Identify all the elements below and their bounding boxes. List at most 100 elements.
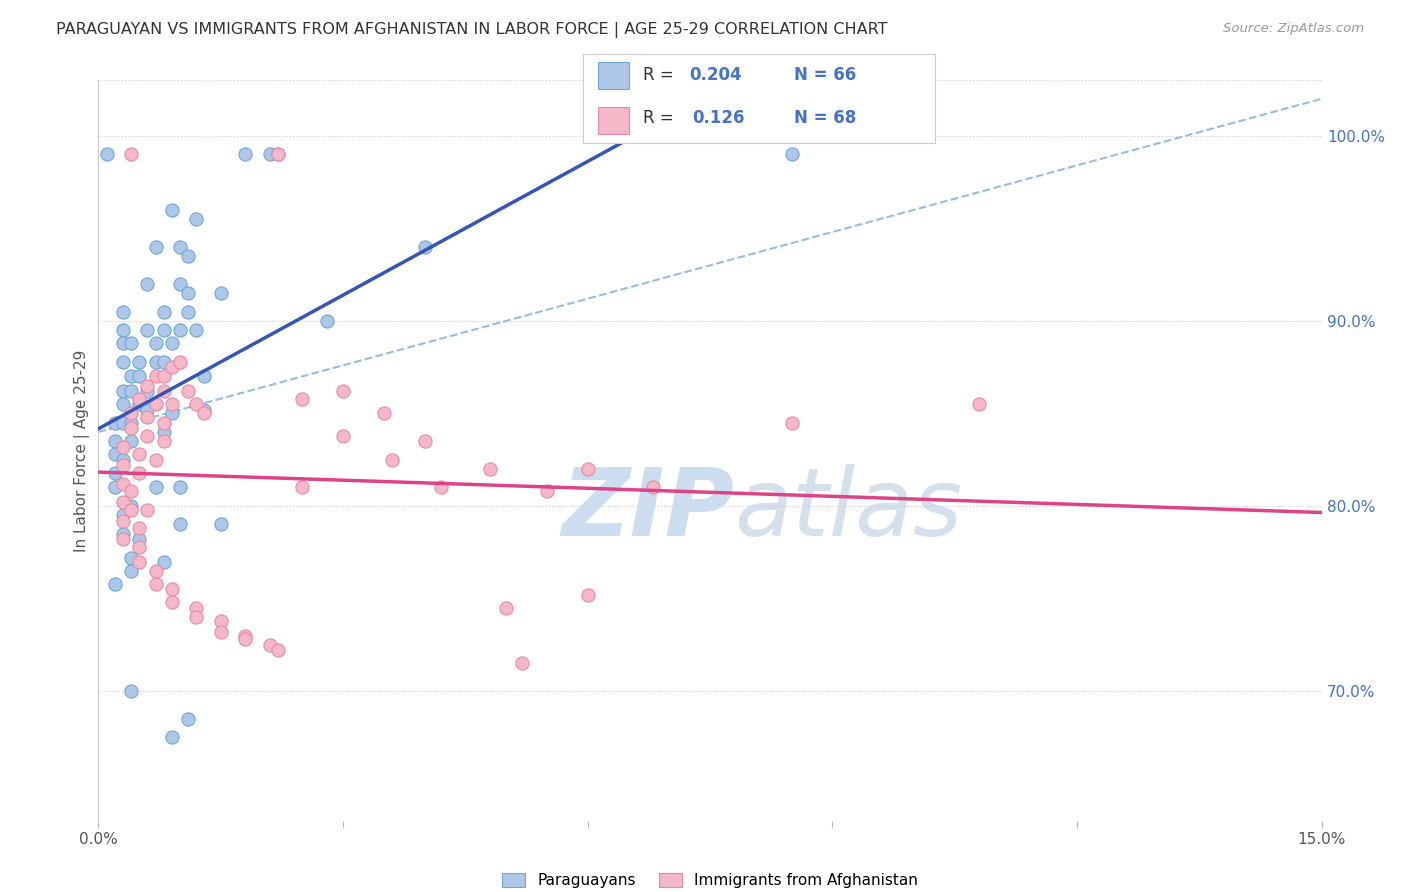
Point [145, 564, 167, 578]
Point [111, 526, 134, 541]
Point [169, 277, 191, 291]
Point [193, 402, 215, 417]
Point [120, 407, 142, 421]
Point [413, 434, 436, 449]
Point [177, 286, 200, 301]
Point [136, 428, 159, 442]
Point [160, 202, 183, 217]
Point [104, 481, 127, 495]
Point [128, 354, 150, 368]
Point [576, 462, 599, 476]
Point [111, 397, 134, 411]
Point [315, 314, 337, 328]
Point [128, 533, 150, 547]
Point [160, 595, 183, 609]
Point [160, 407, 183, 421]
Point [136, 402, 159, 417]
Point [145, 452, 167, 467]
Point [259, 638, 281, 652]
Point [413, 240, 436, 254]
Point [120, 484, 142, 499]
Point [186, 610, 208, 624]
Point [104, 447, 127, 461]
Point [152, 434, 174, 449]
Point [111, 323, 134, 337]
Point [120, 421, 142, 435]
Point [186, 323, 208, 337]
Point [136, 323, 159, 337]
Point [641, 481, 664, 495]
Point [209, 614, 232, 628]
Point [512, 657, 534, 671]
Point [136, 410, 159, 425]
Point [967, 397, 990, 411]
Text: R =: R = [644, 109, 685, 127]
Point [111, 508, 134, 523]
Point [233, 147, 256, 161]
Point [128, 555, 150, 569]
Point [120, 147, 142, 161]
Point [145, 369, 167, 384]
Point [145, 354, 167, 368]
Point [780, 416, 803, 430]
Text: Source: ZipAtlas.com: Source: ZipAtlas.com [1223, 22, 1364, 36]
Point [104, 576, 127, 591]
Point [128, 521, 150, 535]
Text: N = 66: N = 66 [794, 66, 856, 84]
Point [128, 447, 150, 461]
Point [111, 514, 134, 528]
Point [186, 397, 208, 411]
Point [120, 384, 142, 399]
Point [104, 466, 127, 480]
Point [160, 397, 183, 411]
Point [169, 323, 191, 337]
Point [291, 392, 314, 406]
Point [373, 407, 395, 421]
Text: PARAGUAYAN VS IMMIGRANTS FROM AFGHANISTAN IN LABOR FORCE | AGE 25-29 CORRELATION: PARAGUAYAN VS IMMIGRANTS FROM AFGHANISTA… [56, 22, 887, 38]
Point [186, 212, 208, 227]
Point [136, 378, 159, 392]
Point [104, 416, 127, 430]
Point [152, 369, 174, 384]
Point [780, 147, 803, 161]
Point [145, 240, 167, 254]
FancyBboxPatch shape [598, 62, 630, 89]
Point [120, 369, 142, 384]
Point [128, 397, 150, 411]
Point [136, 384, 159, 399]
Point [136, 277, 159, 291]
Point [96, 147, 118, 161]
Text: 0.126: 0.126 [693, 109, 745, 127]
Point [152, 323, 174, 337]
Point [169, 517, 191, 532]
Point [111, 416, 134, 430]
Point [209, 517, 232, 532]
Point [267, 643, 290, 657]
Point [111, 440, 134, 454]
Point [177, 384, 200, 399]
Point [145, 336, 167, 351]
Point [111, 336, 134, 351]
Point [111, 533, 134, 547]
Point [478, 462, 501, 476]
Point [104, 434, 127, 449]
Point [152, 555, 174, 569]
Point [111, 304, 134, 318]
Point [576, 588, 599, 602]
FancyBboxPatch shape [598, 107, 630, 134]
Point [177, 249, 200, 263]
Point [193, 369, 215, 384]
Point [169, 240, 191, 254]
Text: R =: R = [644, 66, 679, 84]
Text: atlas: atlas [734, 464, 963, 555]
Point [136, 502, 159, 516]
Point [152, 425, 174, 439]
Point [120, 434, 142, 449]
Point [381, 452, 404, 467]
Y-axis label: In Labor Force | Age 25-29: In Labor Force | Age 25-29 [75, 350, 90, 551]
Point [111, 354, 134, 368]
Point [152, 384, 174, 399]
Point [128, 540, 150, 554]
Text: ZIP: ZIP [561, 464, 734, 556]
Point [120, 499, 142, 513]
